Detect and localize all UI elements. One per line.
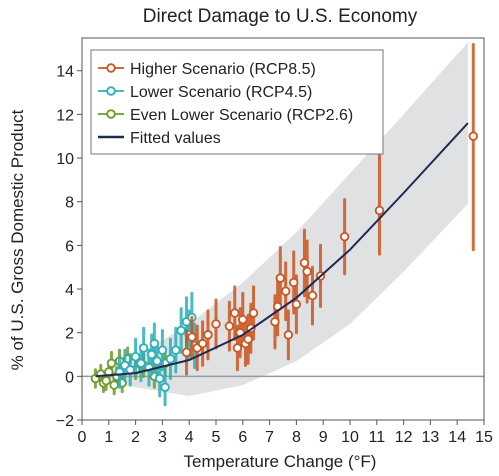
y-tick-label: 4 [65, 282, 74, 299]
legend: Higher Scenario (RCP8.5) Lower Scenario (… [90, 49, 384, 155]
data-point [176, 325, 186, 336]
legend-label: Even Lower Scenario (RCP2.6) [130, 107, 353, 124]
y-tick-label: 14 [56, 64, 74, 81]
data-point [171, 345, 181, 355]
plot-frame [81, 37, 485, 421]
x-tick-label: 7 [265, 429, 274, 446]
data-point [138, 343, 149, 353]
data-point [152, 356, 162, 366]
data-point [248, 308, 259, 318]
data-point [275, 273, 286, 283]
data-point [232, 343, 243, 353]
x-tick-label: 8 [292, 429, 301, 446]
data-point [238, 314, 248, 325]
data-point [146, 349, 157, 360]
data-point [374, 205, 385, 216]
x-tick-label: 10 [341, 429, 359, 446]
fitted-curve [95, 122, 469, 378]
data-point [130, 351, 141, 362]
data-point [187, 332, 197, 342]
data-point [230, 308, 240, 318]
x-tick-label: 0 [78, 429, 87, 446]
data-point [339, 231, 350, 242]
data-point [157, 345, 168, 355]
data-point [197, 338, 208, 349]
x-tick-label: 5 [212, 429, 221, 446]
data-point [280, 286, 291, 296]
data-point [291, 299, 302, 310]
data-point [243, 334, 253, 344]
data-point [283, 330, 294, 340]
x-tick-label: 1 [104, 429, 113, 446]
data-point [181, 347, 192, 358]
data-point [149, 338, 160, 349]
legend-swatch-marker [106, 86, 116, 96]
chart-title: Direct Damage to U.S. Economy [142, 6, 418, 27]
y-tick-label: 6 [65, 238, 74, 255]
legend-swatch-marker [106, 109, 116, 119]
data-point [211, 319, 221, 329]
y-tick-label: 8 [65, 195, 74, 212]
data-point [101, 376, 111, 386]
data-point [165, 354, 176, 364]
y-tick-label: 0 [65, 369, 74, 386]
confidence-band [95, 42, 468, 397]
legend-box [90, 49, 384, 155]
data-point [289, 277, 299, 288]
y-tick-label: 10 [56, 151, 74, 168]
x-tick-label: 4 [185, 429, 194, 446]
data-point [302, 266, 312, 277]
data-point [160, 382, 170, 392]
y-tick-label: 2 [65, 326, 74, 343]
legend-label: Fitted values [130, 130, 221, 147]
data-point [270, 317, 280, 327]
data-point [203, 330, 213, 340]
x-axis-label: Temperature Change (°F) [183, 452, 377, 471]
x-tick-label: 15 [475, 429, 493, 446]
data-point [299, 258, 310, 268]
x-tick-label: 11 [368, 429, 385, 446]
data-point [109, 380, 119, 390]
x-tick-label: 13 [422, 429, 440, 446]
data-point [106, 358, 117, 368]
x-tick-label: 2 [131, 429, 140, 446]
legend-swatch-marker [106, 63, 116, 73]
data-point [224, 321, 235, 331]
y-tick-label: −2 [56, 413, 74, 430]
data-point [155, 373, 165, 384]
data-point [136, 358, 146, 368]
data-point [307, 290, 318, 301]
legend-label: Higher Scenario (RCP8.5) [130, 61, 316, 78]
x-tick-label: 9 [319, 429, 328, 446]
y-tick-label: 12 [56, 107, 74, 124]
x-tick-label: 12 [395, 429, 413, 446]
data-point [468, 131, 478, 141]
x-tick-label: 14 [448, 429, 466, 446]
x-tick-label: 3 [158, 429, 167, 446]
legend-label: Lower Scenario (RCP4.5) [130, 84, 312, 101]
x-tick-label: 6 [238, 429, 247, 446]
